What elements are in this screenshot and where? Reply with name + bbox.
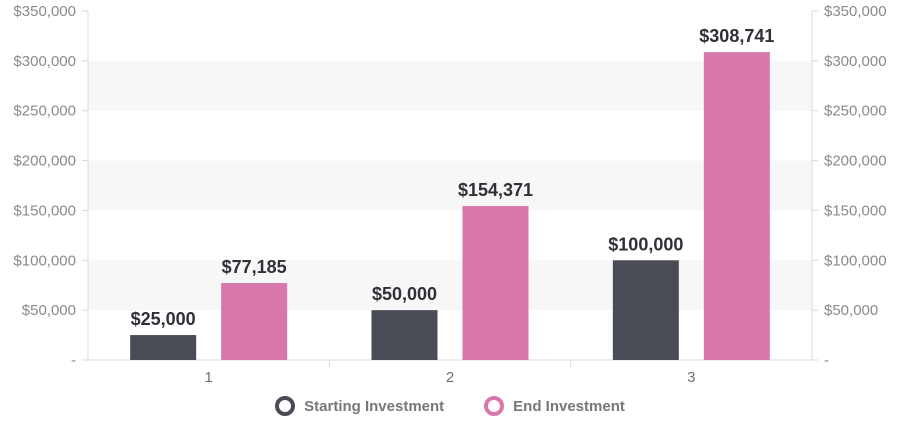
data-label: $154,371 xyxy=(458,180,533,200)
grid-band xyxy=(88,160,812,211)
grid-band xyxy=(88,260,812,311)
y-tick-label-left: $150,000 xyxy=(13,202,76,219)
legend-label-starting-investment: Starting Investment xyxy=(304,397,445,415)
data-label: $25,000 xyxy=(131,309,196,329)
x-tick-label: 1 xyxy=(204,369,212,386)
y-tick-label-right: - xyxy=(824,352,829,369)
data-label: $50,000 xyxy=(372,284,437,304)
data-label: $100,000 xyxy=(608,234,683,254)
legend-marker-starting-investment xyxy=(275,396,296,416)
bar-starting-investment xyxy=(371,310,438,360)
bar-starting-investment xyxy=(612,260,679,360)
bar-end-investment xyxy=(221,283,288,360)
legend-item-starting-investment[interactable]: Starting Investment xyxy=(275,396,444,416)
y-tick-label-left: $200,000 xyxy=(13,153,76,170)
legend-item-end-investment[interactable]: End Investment xyxy=(484,396,625,416)
y-tick-label-right: $150,000 xyxy=(824,202,887,219)
y-tick-label-left: $50,000 xyxy=(22,302,76,319)
y-tick-label-left: $250,000 xyxy=(13,103,76,120)
y-tick-label-right: $350,000 xyxy=(824,3,887,20)
y-tick-label-right: $200,000 xyxy=(824,153,887,170)
y-tick-label-left: $100,000 xyxy=(13,252,76,269)
y-tick-label-left: - xyxy=(71,352,76,369)
bar-starting-investment xyxy=(130,335,197,360)
y-tick-label-left: $350,000 xyxy=(13,3,76,20)
bar-end-investment xyxy=(462,206,529,360)
legend: Starting Investment End Investment xyxy=(0,396,900,416)
x-tick-label: 3 xyxy=(687,369,695,386)
bar-chart: - - $50,000 $50,000 $100,000 $100,000 $150,000… xyxy=(13,3,887,386)
legend-label-end-investment: End Investment xyxy=(513,397,625,415)
y-tick-label-right: $250,000 xyxy=(824,103,887,120)
y-tick-label-right: $300,000 xyxy=(824,53,887,70)
y-tick-label-right: $50,000 xyxy=(824,302,878,319)
bar-end-investment xyxy=(703,52,770,361)
x-tick-label: 2 xyxy=(446,369,454,386)
y-tick-label-left: $300,000 xyxy=(13,53,76,70)
legend-marker-end-investment xyxy=(484,396,505,416)
y-tick-label-right: $100,000 xyxy=(824,252,887,269)
data-label: $308,741 xyxy=(699,26,774,46)
grid-band xyxy=(88,60,812,111)
data-label: $77,185 xyxy=(222,257,287,277)
